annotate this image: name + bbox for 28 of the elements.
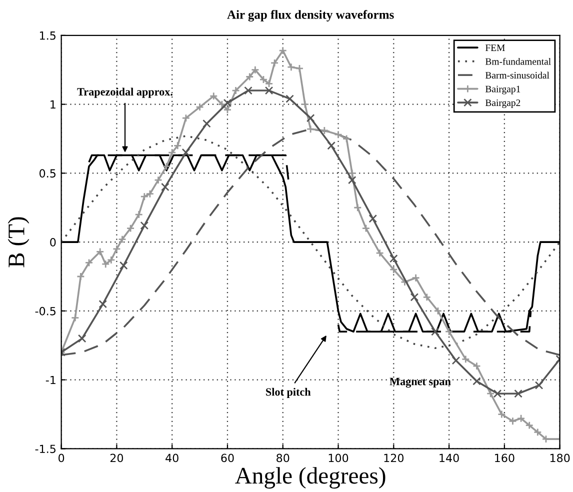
chart-title: Air gap flux density waveforms	[227, 10, 394, 22]
y-tick-label: 0	[50, 238, 56, 246]
y-tick-label: 0.5	[40, 169, 56, 178]
y-tick-label: -1.5	[35, 444, 56, 454]
x-tick-label: 0	[58, 454, 64, 462]
y-tick-label: 1	[50, 100, 56, 109]
x-tick-label: 160	[495, 454, 514, 462]
legend-label: Bairgap2	[485, 100, 520, 108]
x-tick-label: 20	[110, 454, 124, 462]
annotation: Magnet span	[390, 378, 451, 388]
legend-label: FEM	[485, 44, 505, 51]
annotation: Trapezoidal approx.	[77, 88, 172, 98]
y-tick-label: -1	[46, 376, 56, 384]
x-axis-title: Angle (degrees)	[235, 467, 386, 489]
annotation: Slot pitch	[266, 388, 311, 398]
x-tick-label: 40	[166, 454, 178, 462]
legend-label: Bairgap1	[485, 86, 520, 94]
y-tick-label: -0.5	[35, 306, 56, 316]
legend-label: Bm-fundamental	[485, 58, 551, 65]
x-tick-label: 100	[328, 454, 348, 462]
x-tick-label: 180	[550, 454, 570, 462]
legend-label: Barm-sinusoidal	[485, 72, 550, 79]
x-tick-label: 60	[221, 454, 234, 462]
x-tick-label: 120	[384, 454, 404, 462]
y-axis-title: B (T)	[8, 217, 30, 268]
x-tick-label: 80	[276, 454, 290, 462]
x-tick-label: 140	[440, 454, 459, 462]
y-tick-label: 1.5	[40, 32, 56, 40]
